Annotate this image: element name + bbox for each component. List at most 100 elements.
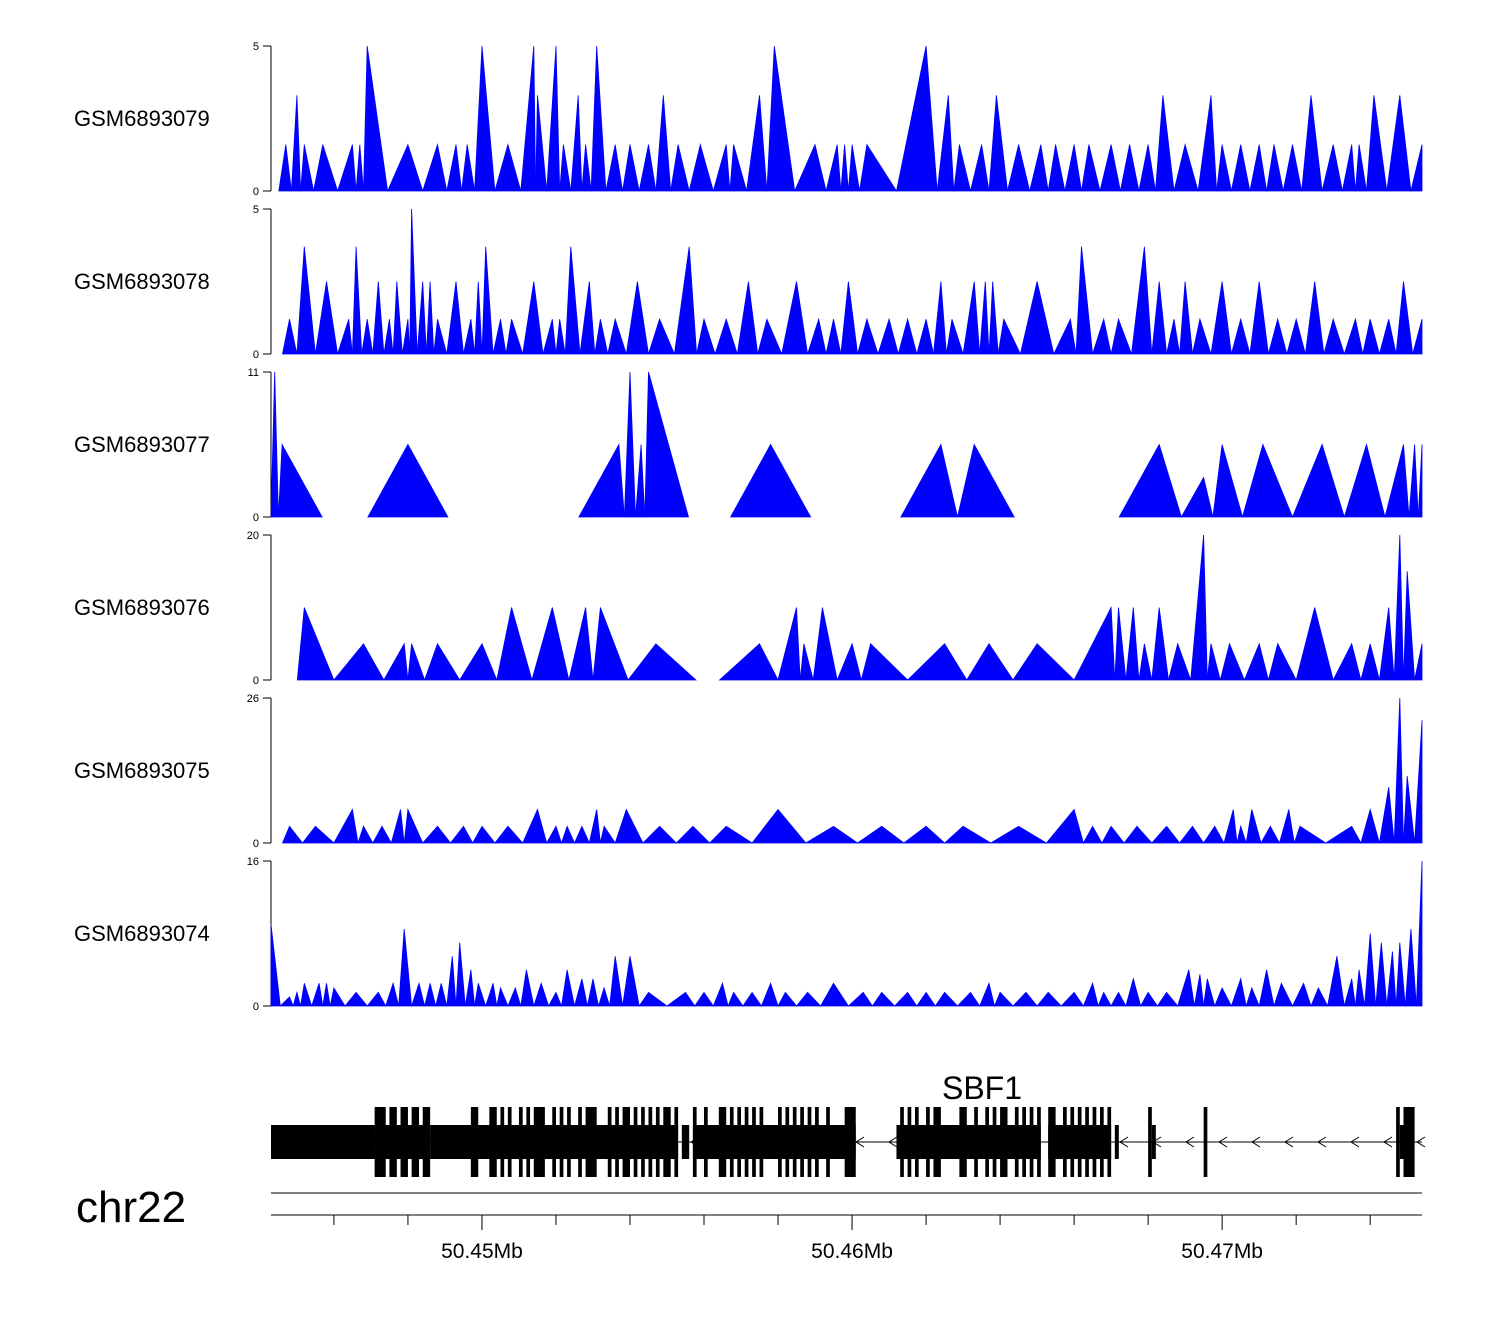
coverage-peak [357,825,374,844]
coverage-peak [333,808,359,844]
coverage-peak [392,281,403,355]
coverage-peak [522,281,544,355]
coverage-peak [751,808,807,844]
coverage-peak [1099,144,1121,192]
coverage-peak [1304,281,1325,355]
coverage-peak [474,983,487,1007]
coverage-peak [546,45,561,192]
coverage-peak [812,607,838,681]
coverage-peak [979,281,990,355]
coverage-peak [860,643,909,681]
y-min-label: 0 [253,349,259,361]
coverage-peak [590,45,607,192]
coverage-peak [804,825,859,844]
coverage-peak [1343,978,1356,1007]
coverage-peak [592,607,629,681]
coverage-peak [893,991,918,1007]
coverage-peak [727,991,744,1007]
exon [704,1107,708,1177]
exon [1100,1107,1104,1177]
coverage-peak [573,825,590,844]
coverage-peak [449,825,474,844]
strand-arrow [888,1136,898,1148]
coverage-peak [588,809,601,844]
coverage-peak [1060,991,1085,1007]
coverage-peak [1291,982,1312,1007]
coverage-peak [1167,642,1192,681]
coverage-peak [746,95,768,192]
coverage-peak [1241,443,1294,518]
exon [933,1107,941,1177]
coverage-peak [916,319,934,355]
coverage-peak [1151,281,1168,355]
coverage-peak [953,144,972,192]
track-label: GSM6893079 [74,106,210,131]
coverage-peak [1310,986,1329,1007]
coverage-peak [559,144,572,192]
coverage-peak [1177,969,1195,1007]
coverage-peak [313,144,339,192]
coverage-peak [505,319,524,355]
coverage-peak [1097,991,1112,1007]
coverage-peak [398,928,413,1007]
coverage-peak [1245,809,1262,844]
coverage-peak [560,825,576,844]
coverage-peak [1324,825,1362,844]
exon [389,1107,397,1177]
coverage-peak [474,281,483,355]
coverage-peak [363,45,389,192]
coverage-peak [520,969,535,1007]
x-tick-label: 50.47Mb [1181,1240,1263,1263]
coverage-peak [1064,144,1082,192]
coverage-peak [766,45,796,192]
track-GSM6893075: GSM6893075 26 0 [74,693,1423,850]
exon [785,1107,790,1177]
exon [1148,1107,1152,1177]
coverage-peak [535,95,548,192]
gene-track: SBF1 [271,1070,1426,1177]
coverage-peak [897,317,918,355]
y-min-label: 0 [253,512,259,524]
strand-arrow [1317,1136,1327,1148]
strand-arrow [1251,1136,1261,1148]
coverage-peak [1386,95,1412,192]
track-GSM6893079: GSM6893079 5 0 [74,41,1423,198]
exon [674,1107,679,1177]
coverage-peak [1341,144,1356,192]
exon-small [1151,1125,1156,1159]
coverage-peak [1403,776,1416,844]
coverage-peak [1101,825,1125,844]
coverage-peak [795,991,822,1007]
coverage-peak [1266,144,1284,192]
exon [752,1107,756,1177]
coverage-peak [1245,986,1260,1007]
coverage-peak [1354,144,1367,192]
coverage-peak [1410,144,1423,192]
coverage-peak [355,144,364,192]
track-label: GSM6893075 [74,758,210,783]
coverage-peak [877,317,899,355]
coverage-peak [422,143,448,192]
coverage-peak [757,317,783,355]
coverage-peak [1012,991,1038,1007]
coverage-peak [655,95,672,192]
coverage-peak [463,319,476,355]
exon [374,1107,386,1177]
coverage-peak [871,991,896,1007]
coverage-peak [896,45,938,192]
exon [648,1107,653,1177]
exon [663,1107,671,1177]
coverage-peak [956,991,981,1007]
exon [518,1107,523,1177]
coverage-peak [807,317,827,355]
exon [800,1107,804,1177]
coverage-peak [777,607,801,681]
coverage-peak [1125,607,1140,681]
coverage-peak [390,809,405,844]
coverage-peak [1386,951,1397,1007]
track-label: GSM6893074 [74,921,210,946]
coverage-peak [956,443,1015,518]
coverage-peak [1412,319,1423,355]
coverage-peak [311,983,324,1007]
coverage-peak [461,144,476,192]
